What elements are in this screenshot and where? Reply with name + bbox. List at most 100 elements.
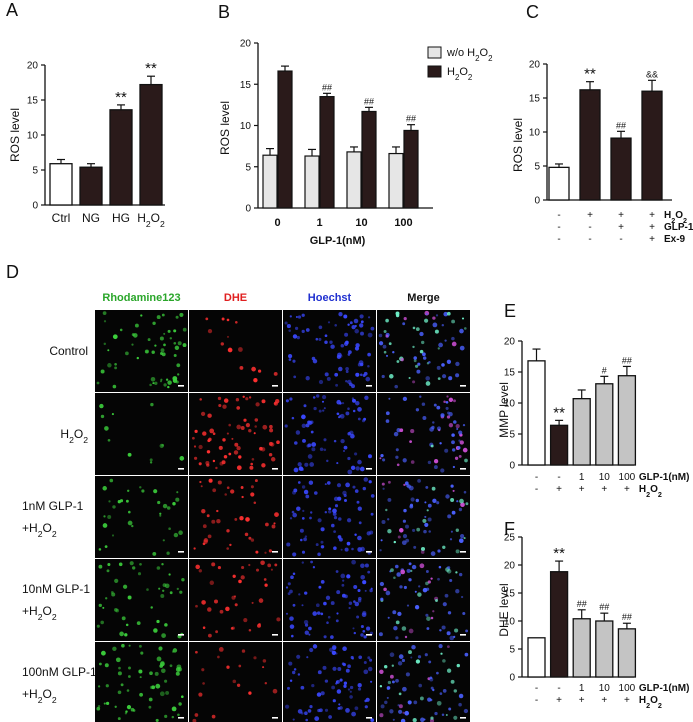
- cell-dot: [386, 696, 389, 699]
- scale-bar: [460, 634, 466, 636]
- cell-dot: [127, 675, 131, 678]
- cell-dot: [307, 420, 311, 425]
- condition-sign: 100: [619, 472, 636, 483]
- panel-letter: B: [218, 2, 230, 22]
- condition-sign: -: [535, 695, 538, 706]
- cell-dot: [243, 618, 248, 623]
- cell-dot: [387, 497, 392, 502]
- cell-dot: [462, 423, 466, 427]
- cell-dot: [458, 507, 463, 512]
- cell-dot: [369, 658, 373, 662]
- cell-dot: [105, 597, 108, 600]
- cell-dot: [443, 400, 446, 404]
- cell-dot: [152, 321, 156, 325]
- cell-dot: [370, 494, 375, 498]
- cell-dot: [465, 502, 469, 506]
- cell-dot: [250, 485, 254, 489]
- cell-dot: [445, 400, 449, 404]
- cell-dot: [276, 617, 281, 622]
- cell-dot: [458, 538, 464, 544]
- cell-dot: [293, 467, 299, 473]
- cell-dot: [439, 442, 442, 445]
- cell-dot: [153, 628, 158, 633]
- cell-dot: [383, 664, 388, 669]
- cell-dot: [364, 395, 369, 400]
- cell-dot: [177, 713, 180, 717]
- cell-dot: [292, 334, 298, 339]
- cell-dot: [359, 323, 364, 328]
- condition-row-label: H2O2: [639, 695, 662, 710]
- cell-dot: [164, 679, 168, 683]
- cell-dot: [248, 563, 251, 567]
- cell-dot: [107, 363, 112, 368]
- cell-dot: [412, 326, 416, 330]
- cell-dot: [453, 420, 457, 424]
- cell-dot: [392, 718, 395, 721]
- cell-dot: [310, 430, 314, 434]
- cell-dot: [381, 374, 385, 379]
- cell-dot: [398, 704, 403, 709]
- cell-dot: [127, 452, 132, 457]
- micrograph-image: [377, 310, 470, 392]
- cell-dot: [125, 623, 129, 627]
- category-label: 10: [355, 217, 367, 229]
- scale-bar: [272, 717, 278, 719]
- cell-dot: [176, 363, 181, 368]
- cell-dot: [175, 497, 180, 502]
- cell-dot: [396, 428, 401, 433]
- condition-sign: +: [649, 210, 655, 221]
- cell-dot: [254, 479, 258, 483]
- cell-dot: [117, 690, 122, 695]
- condition-sign: +: [649, 234, 655, 245]
- cell-dot: [412, 380, 416, 384]
- bar: [548, 166, 570, 201]
- cell-dot: [156, 619, 160, 624]
- cell-dot: [267, 563, 272, 568]
- cell-dot: [270, 568, 273, 571]
- cell-dot: [439, 629, 442, 632]
- condition-sign: -: [557, 234, 560, 245]
- significance-mark: ##: [622, 612, 632, 622]
- cell-dot: [140, 651, 144, 655]
- cell-dot: [343, 493, 347, 498]
- cell-dot: [420, 550, 425, 554]
- cell-dot: [182, 327, 187, 332]
- significance-mark: **: [584, 66, 596, 83]
- cell-dot: [260, 560, 265, 566]
- cell-dot: [226, 665, 230, 669]
- cell-dot: [208, 478, 213, 483]
- cell-dot: [164, 714, 168, 719]
- y-tick-label: 15: [504, 368, 516, 379]
- cell-dot: [164, 623, 168, 627]
- cell-dot: [419, 331, 424, 337]
- micrograph-background: [283, 642, 376, 722]
- cell-dot: [297, 462, 302, 467]
- cell-dot: [202, 524, 207, 529]
- cell-dot: [360, 574, 366, 580]
- cell-dot: [419, 395, 422, 398]
- cell-dot: [360, 563, 365, 569]
- cell-dot: [171, 706, 177, 712]
- cell-dot: [153, 489, 158, 494]
- condition-sign: -: [557, 222, 560, 233]
- cell-dot: [397, 611, 402, 617]
- cell-dot: [324, 340, 328, 345]
- cell-dot: [163, 383, 167, 387]
- cell-dot: [316, 611, 321, 615]
- cell-dot: [425, 485, 429, 489]
- cell-dot: [253, 501, 257, 505]
- cell-dot: [408, 650, 412, 655]
- cell-dot: [98, 548, 102, 551]
- cell-dot: [297, 481, 301, 484]
- cell-dot: [395, 455, 399, 459]
- cell-dot: [253, 432, 256, 435]
- cell-dot: [120, 683, 124, 687]
- y-tick-label: 15: [27, 96, 39, 107]
- cell-dot: [368, 454, 372, 459]
- cell-dot: [340, 548, 343, 551]
- cell-dot: [431, 486, 436, 491]
- micrograph-column-label: Rhodamine123: [102, 292, 180, 304]
- cell-dot: [150, 402, 154, 407]
- micrograph-image: [95, 476, 188, 558]
